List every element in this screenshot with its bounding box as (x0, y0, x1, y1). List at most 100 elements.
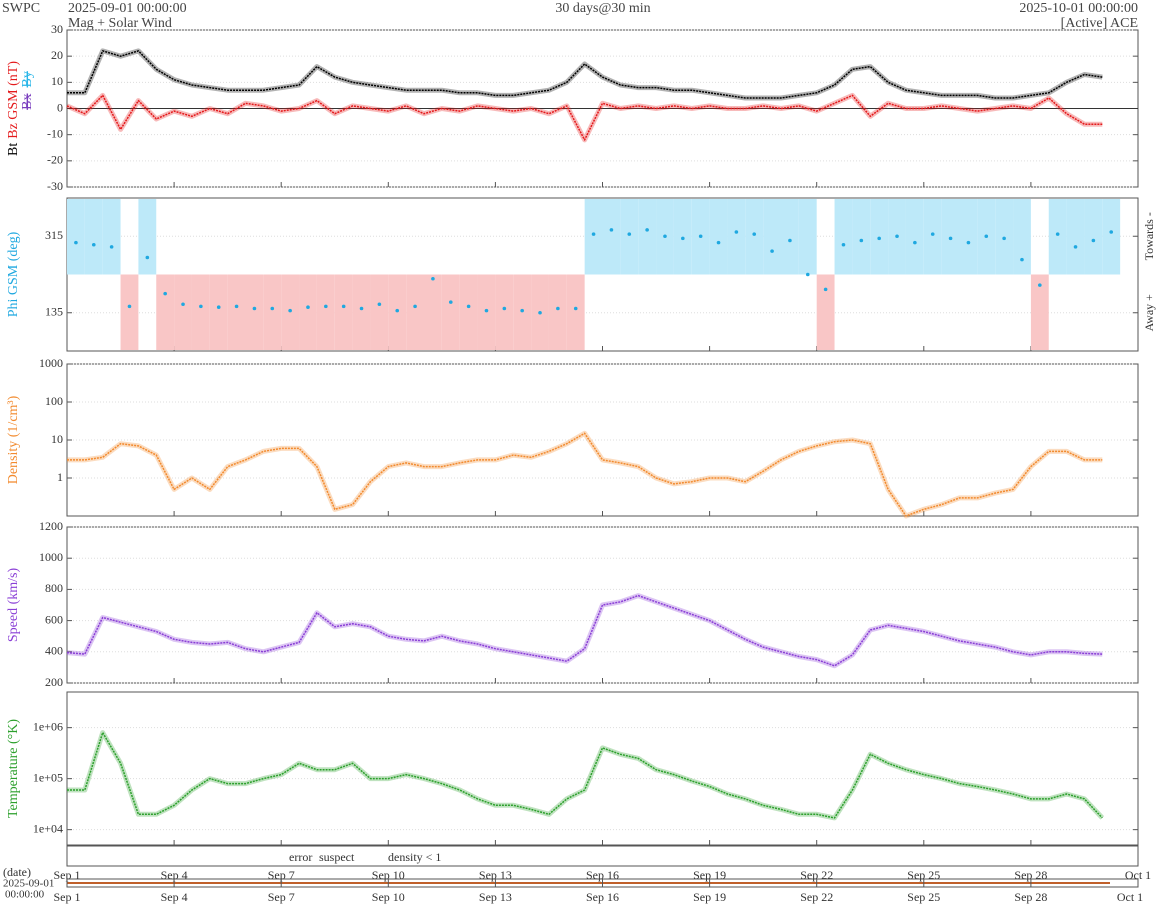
y-tick-label: 1200 (39, 519, 63, 533)
x-tick-label: Sep 13 (479, 868, 512, 882)
point (877, 236, 881, 241)
sector-band (441, 274, 460, 350)
y-tick-label: 1e+05 (33, 770, 63, 784)
sector-band (763, 199, 781, 275)
y-axis-label-part: Bt (6, 143, 21, 156)
y-axis-label: Density (1/cm³) (6, 395, 21, 484)
y-tick-label: 100 (45, 394, 63, 408)
sector-band (852, 199, 871, 275)
sector-band (566, 274, 585, 350)
x-tick-label: Sep 7 (268, 890, 295, 904)
point (341, 304, 346, 309)
series-line (66, 94, 1103, 141)
x-tick-label: Sep 16 (586, 890, 619, 904)
legend-entry: By (20, 71, 35, 87)
point (984, 234, 989, 239)
x-tick-label: Oct 1 (1117, 890, 1143, 904)
point (252, 306, 257, 311)
point (788, 238, 792, 243)
x-tick-label: Sep 1 (54, 868, 81, 882)
point (591, 232, 596, 236)
y-tick-label: 10 (51, 74, 63, 88)
point (930, 232, 935, 236)
point (502, 306, 507, 311)
point (395, 308, 400, 313)
point (841, 242, 846, 247)
point (216, 305, 221, 310)
point (163, 291, 167, 296)
point (181, 302, 185, 307)
x-tick-label: Sep 1 (54, 890, 81, 904)
y-tick-label: 200 (45, 675, 63, 689)
point (770, 249, 774, 253)
y-tick-label: 400 (45, 644, 63, 658)
sector-band (156, 274, 175, 350)
sector-band (834, 199, 853, 275)
sector-band (745, 199, 764, 275)
sector-band (1030, 274, 1049, 350)
x-tick-label: Sep 22 (800, 890, 833, 904)
y-axis-label: Speed (km/s) (6, 568, 21, 643)
date-label: (date) (3, 865, 31, 879)
point (1073, 245, 1078, 249)
point (573, 306, 578, 311)
y-tick-label: -10 (47, 126, 63, 140)
y-axis-label-part: Phi GSM (deg) (6, 231, 21, 317)
y-tick-label: 1 (57, 470, 63, 484)
sector-band (84, 199, 103, 275)
y-tick-label: 1e+04 (33, 821, 63, 835)
x-tick-label: Sep 10 (372, 890, 405, 904)
point (306, 305, 310, 310)
point (805, 272, 810, 277)
point (359, 306, 364, 311)
y-axis-label-part: Density (1/cm³) (6, 395, 21, 484)
y-axis-label-part: Speed (km/s) (6, 568, 21, 643)
legend-entry: Bx (20, 94, 35, 110)
x-tick-label: Sep 16 (586, 868, 619, 882)
flag-label: density < 1 (388, 850, 441, 864)
y-tick-label: 135 (45, 305, 63, 319)
x-tick-label: Sep 19 (693, 890, 726, 904)
source: [Active] ACE (1061, 16, 1138, 31)
sector-band (923, 199, 942, 275)
point (966, 240, 971, 245)
sector-band (584, 199, 603, 275)
point (609, 228, 614, 232)
side-label: Away + (1142, 294, 1156, 332)
x-tick-label: Sep 4 (161, 890, 188, 904)
sector-band (1084, 199, 1103, 275)
point (663, 234, 667, 239)
point (1109, 230, 1114, 234)
sector-band (905, 199, 924, 275)
sector-band (334, 274, 353, 350)
series-line (67, 432, 1103, 517)
sector-band (209, 274, 228, 350)
point (91, 242, 96, 247)
sector-band (459, 274, 478, 350)
series-line (67, 50, 1103, 99)
sector-band (781, 199, 799, 275)
sector-band (548, 274, 567, 350)
sector-band (191, 274, 210, 350)
point (538, 310, 542, 315)
sector-band (602, 199, 621, 275)
sector-band (1013, 199, 1031, 275)
y-tick-label: 30 (51, 22, 63, 36)
x-tick-label: Sep 28 (1014, 890, 1047, 904)
sector-band (1102, 199, 1121, 275)
sector-band (370, 274, 389, 350)
sector-band (620, 199, 639, 275)
point (288, 308, 292, 313)
point (1020, 257, 1024, 262)
y-tick-label: 20 (51, 48, 63, 62)
x-tick-label: Sep 7 (268, 868, 295, 882)
point (752, 232, 757, 236)
point (859, 238, 864, 243)
y-tick-label: 1000 (39, 550, 63, 564)
span: 30 days@30 min (555, 1, 650, 16)
sector-band (1048, 199, 1067, 275)
sector-band (263, 274, 282, 350)
end-time: 2025-10-01 00:00:00 (1019, 1, 1138, 16)
sector-band (67, 199, 85, 275)
